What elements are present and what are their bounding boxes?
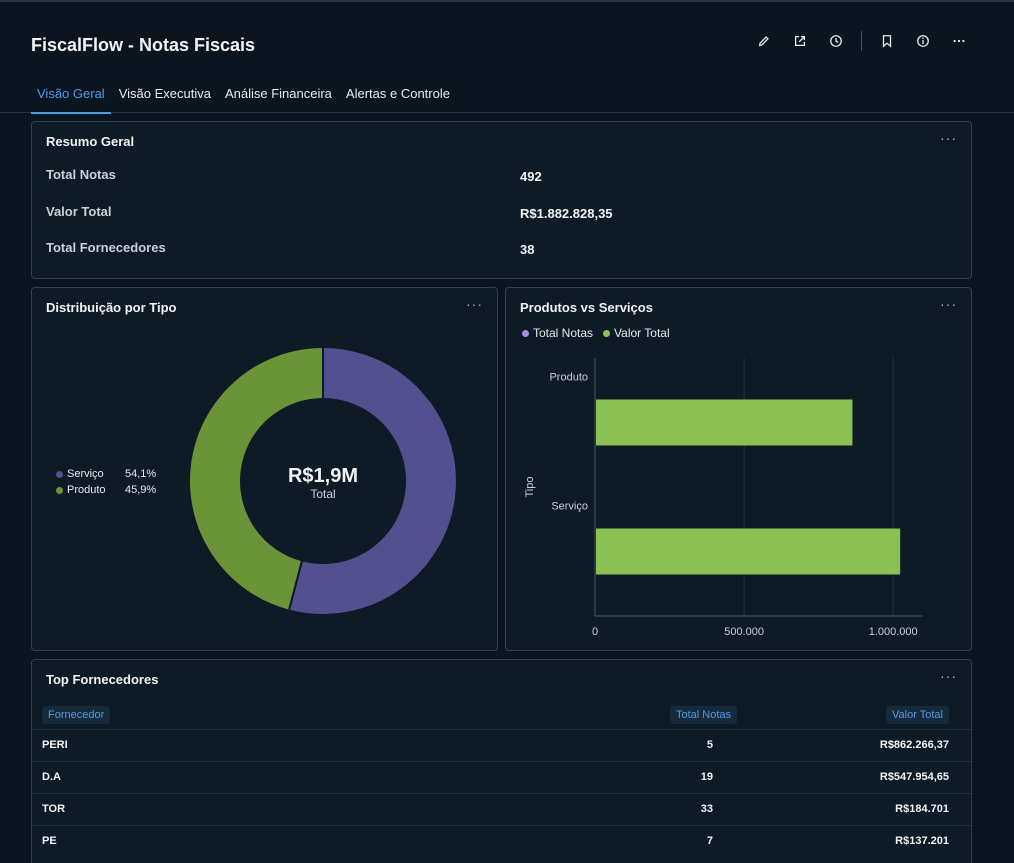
col-total-notas[interactable]: Total Notas xyxy=(545,702,745,729)
cell-valor-total: R$862.266,37 xyxy=(745,728,973,761)
tab-alertas-controle[interactable]: Alertas e Controle xyxy=(345,86,450,101)
cell-valor-total: R$547.954,65 xyxy=(745,760,973,793)
legend-label-produto: Produto xyxy=(67,484,106,496)
legend-item-servico[interactable]: Serviço 54,1% xyxy=(56,466,156,482)
summary-card: Resumo Geral ··· Total Notas 492 Valor T… xyxy=(31,121,972,279)
tab-visao-executiva[interactable]: Visão Executiva xyxy=(118,86,211,101)
app-title: FiscalFlow - Notas Fiscais xyxy=(31,35,256,55)
tab-analise-financeira[interactable]: Análise Financeira xyxy=(224,86,332,101)
legend-dot-valor-total xyxy=(603,329,611,337)
donut-center-label: Total xyxy=(310,487,335,501)
actions-divider xyxy=(861,31,862,51)
donut-slice-servico xyxy=(287,345,458,616)
suppliers-menu-icon[interactable]: ··· xyxy=(940,668,957,684)
info-icon[interactable] xyxy=(912,30,934,52)
total-fornecedores-label: Total Fornecedores xyxy=(46,240,166,255)
bar-servico xyxy=(596,528,901,575)
cell-valor-total: R$184.701 xyxy=(745,792,973,825)
table-row[interactable]: PERI 5 R$862.266,37 xyxy=(32,728,973,761)
valor-total-label: Valor Total xyxy=(46,204,112,219)
legend-dot-servico xyxy=(56,470,63,478)
suppliers-title: Top Fornecedores xyxy=(46,672,159,687)
legend-label-valor-total: Valor Total xyxy=(614,326,670,340)
total-notas-value: 492 xyxy=(520,169,542,184)
summary-title: Resumo Geral xyxy=(46,134,135,149)
bar-title: Produtos vs Serviços xyxy=(520,300,653,315)
legend-dot-produto xyxy=(56,486,63,494)
donut-title: Distribuição por Tipo xyxy=(46,300,177,315)
suppliers-card: Top Fornecedores ··· Fornecedor Total No… xyxy=(31,659,973,863)
history-icon[interactable] xyxy=(825,30,847,52)
cell-total-notas: 33 xyxy=(545,792,745,825)
col-valor-total-label: Valor Total xyxy=(886,706,949,725)
legend-item-total-notas[interactable]: Total Notas xyxy=(522,326,593,340)
bar-legend: Total Notas Valor Total xyxy=(522,326,680,340)
cell-fornecedor: PERI xyxy=(32,728,545,761)
donut-slice-produto xyxy=(188,345,324,612)
top-divider xyxy=(0,0,1014,2)
share-icon[interactable] xyxy=(789,30,811,52)
header-actions xyxy=(739,30,970,52)
bookmark-icon[interactable] xyxy=(876,30,898,52)
summary-menu-icon[interactable]: ··· xyxy=(940,130,957,146)
cell-total-notas: 7 xyxy=(545,824,745,857)
y-tick-label: Produto xyxy=(549,372,588,384)
table-row[interactable]: D.A 19 R$547.954,65 xyxy=(32,760,973,793)
donut-chart: R$1,9M Total xyxy=(188,345,458,616)
bar-card: Produtos vs Serviços ··· Total Notas Val… xyxy=(505,287,972,651)
donut-menu-icon[interactable]: ··· xyxy=(466,296,483,312)
legend-item-produto[interactable]: Produto 45,9% xyxy=(56,482,156,498)
page-header: FiscalFlow - Notas Fiscais Visão Geral V… xyxy=(0,0,1014,114)
table-row[interactable]: PE 7 R$137.201 xyxy=(32,824,973,857)
col-fornecedor-label: Fornecedor xyxy=(42,706,111,725)
total-fornecedores-value: 38 xyxy=(520,242,535,257)
tab-visao-geral[interactable]: Visão Geral xyxy=(31,86,111,114)
cell-fornecedor: D.A xyxy=(32,760,545,793)
cell-valor-total: R$137.201 xyxy=(745,824,973,857)
suppliers-table: Fornecedor Total Notas Valor Total PERI … xyxy=(32,702,973,857)
bar-produto xyxy=(596,399,853,446)
cell-total-notas: 5 xyxy=(545,728,745,761)
donut-card: Distribuição por Tipo ··· Serviço 54,1% … xyxy=(31,287,498,651)
legend-label-total-notas: Total Notas xyxy=(533,326,594,340)
bar-menu-icon[interactable]: ··· xyxy=(940,296,957,312)
edit-icon[interactable] xyxy=(753,30,775,52)
legend-label-servico: Serviço xyxy=(67,468,104,480)
y-axis-title: Tipo xyxy=(524,477,536,498)
x-tick-label: 500.000 xyxy=(724,626,764,638)
more-icon[interactable] xyxy=(948,30,970,52)
x-tick-label: 0 xyxy=(592,626,598,638)
legend-dot-total-notas xyxy=(522,329,529,337)
cell-fornecedor: TOR xyxy=(32,792,545,825)
valor-total-value: R$1.882.828,35 xyxy=(520,206,613,221)
y-tick-label: Serviço xyxy=(551,501,588,513)
legend-item-valor-total[interactable]: Valor Total xyxy=(603,326,670,340)
x-tick-label: 1.000.000 xyxy=(869,626,918,638)
col-fornecedor[interactable]: Fornecedor xyxy=(32,702,545,729)
bar-chart: 0 500.000 1.000.000 Tipo Produto Serviço xyxy=(524,358,923,638)
col-total-notas-label: Total Notas xyxy=(669,706,737,725)
legend-pct-servico: 54,1% xyxy=(125,468,157,480)
donut-legend: Serviço 54,1% Produto 45,9% xyxy=(56,466,156,498)
total-notas-label: Total Notas xyxy=(46,167,116,182)
tab-bar: Visão Geral Visão Executiva Análise Fina… xyxy=(31,86,458,114)
cell-total-notas: 19 xyxy=(545,760,745,793)
col-valor-total[interactable]: Valor Total xyxy=(745,702,973,729)
table-row[interactable]: TOR 33 R$184.701 xyxy=(32,792,973,825)
cell-fornecedor: PE xyxy=(32,824,545,857)
donut-center-value: R$1,9M xyxy=(288,465,358,487)
legend-pct-produto: 45,9% xyxy=(125,484,157,496)
